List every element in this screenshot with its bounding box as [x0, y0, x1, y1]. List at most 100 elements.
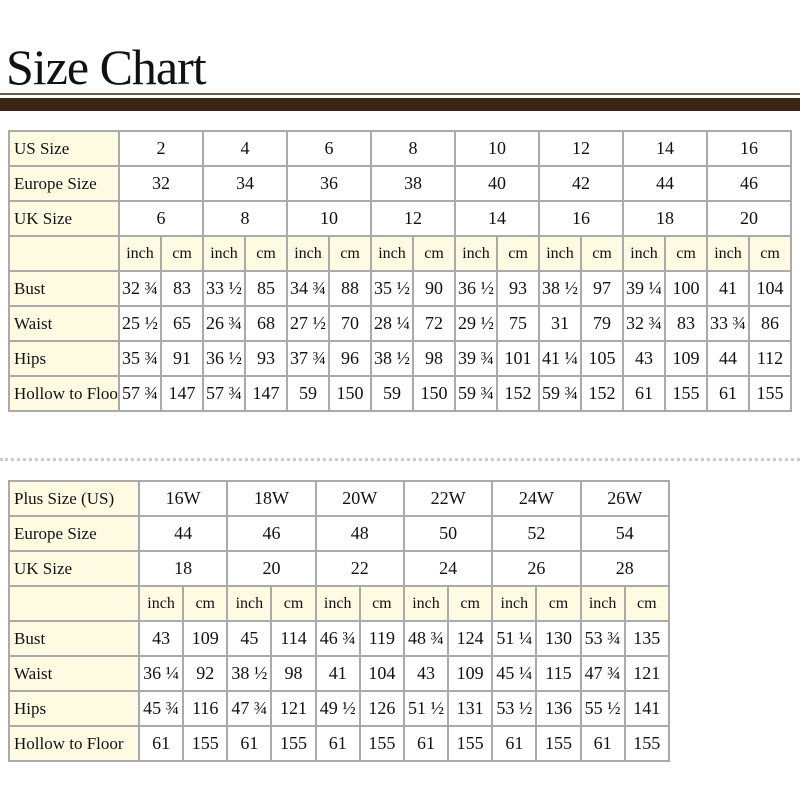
size-table: US Size 2 4 6 8 10 12 14 16 Europe Size 32 34 36 38 40…: [8, 130, 792, 412]
unit-cell: inch: [118, 235, 162, 272]
table-cell: 10: [454, 130, 540, 167]
table-cell: 147: [244, 375, 288, 412]
table-cell: 18: [137, 550, 229, 587]
table-cell: 12: [538, 130, 624, 167]
table-cell: 57 ¾: [118, 375, 162, 412]
unit-cell: inch: [286, 235, 330, 272]
table-cell: 59: [370, 375, 414, 412]
table-cell: 14: [454, 200, 540, 237]
table-cell: 155: [664, 375, 708, 412]
table-cell: 150: [412, 375, 456, 412]
table-cell: 101: [496, 340, 540, 377]
table-cell: 124: [447, 620, 494, 657]
table-cell: 155: [270, 725, 317, 762]
table-cell: 59 ¾: [538, 375, 582, 412]
table-cell: 93: [244, 340, 288, 377]
unit-cell: cm: [664, 235, 708, 272]
table-cell: 61: [579, 725, 626, 762]
table-cell: 96: [328, 340, 372, 377]
table-cell: 100: [664, 270, 708, 307]
unit-cell: cm: [160, 235, 204, 272]
unit-cell: cm: [748, 235, 792, 272]
table-cell: 59: [286, 375, 330, 412]
table-cell: 141: [623, 690, 670, 727]
table-cell: 155: [535, 725, 582, 762]
table-cell: 35 ¾: [118, 340, 162, 377]
table-cell: 85: [244, 270, 288, 307]
table-cell: 44: [622, 165, 708, 202]
table-row: Hollow to Floor 57 ¾ 147 57 ¾ 147 59 150 59 150 5…: [8, 375, 792, 412]
table-cell: 119: [358, 620, 405, 657]
table-cell: 51 ½: [402, 690, 450, 727]
table-cell: 24: [402, 550, 494, 587]
table-cell: 83: [160, 270, 204, 307]
table-cell: 33 ¾: [706, 305, 750, 342]
table-cell: 16W: [137, 480, 229, 517]
table-cell: 22W: [402, 480, 494, 517]
table-cell: 18W: [226, 480, 317, 517]
table-cell: 43: [622, 340, 666, 377]
table-cell: 24W: [491, 480, 582, 517]
table-cell: 61: [226, 725, 273, 762]
table-cell: 38 ½: [370, 340, 414, 377]
table-cell: 25 ½: [118, 305, 162, 342]
row-label: Waist: [8, 655, 140, 692]
table-cell: 33 ½: [202, 270, 246, 307]
table-cell: 36 ¼: [137, 655, 185, 692]
table-cell: 44: [137, 515, 229, 552]
table-cell: 35 ½: [370, 270, 414, 307]
table-cell: 37 ¾: [286, 340, 330, 377]
table-cell: 70: [328, 305, 372, 342]
unit-cell: inch: [706, 235, 750, 272]
table-cell: 2: [118, 130, 204, 167]
table-cell: 48: [314, 515, 405, 552]
unit-cell: inch: [538, 235, 582, 272]
table-row: Bust 32 ¾ 83 33 ½ 85 34 ¾ 88 35 ½ 90 36 ½ 93 38 ½ 97…: [8, 270, 792, 307]
table-cell: 88: [328, 270, 372, 307]
table-row: UK Size 6 8 10 12 14 16 18 20: [8, 200, 792, 237]
table-row: Europe Size 32 34 36 38 40 42 44 46: [8, 165, 792, 202]
table-cell: 44: [706, 340, 750, 377]
row-label: [8, 235, 120, 272]
table-cell: 68: [244, 305, 288, 342]
table-cell: 131: [447, 690, 494, 727]
table-cell: 72: [412, 305, 456, 342]
table-cell: 38 ½: [226, 655, 273, 692]
table-cell: 38: [370, 165, 456, 202]
table-cell: 31: [538, 305, 582, 342]
table-row: UK Size 18 20 22 24 26 28: [8, 550, 670, 587]
table-row: inch cm inch cm inch cm inch cm inch cm inch cm: [8, 585, 670, 622]
table-cell: 32: [118, 165, 204, 202]
unit-cell: inch: [202, 235, 246, 272]
table-cell: 93: [496, 270, 540, 307]
table-cell: 109: [447, 655, 494, 692]
table-cell: 90: [412, 270, 456, 307]
table-cell: 114: [270, 620, 317, 657]
table-cell: 53 ½: [491, 690, 538, 727]
table-cell: 104: [358, 655, 405, 692]
row-label: Europe Size: [8, 515, 140, 552]
table-cell: 20: [706, 200, 792, 237]
row-label: [8, 585, 140, 622]
table-cell: 36 ½: [454, 270, 498, 307]
row-label: Waist: [8, 305, 120, 342]
table-cell: 53 ¾: [579, 620, 626, 657]
unit-cell: cm: [244, 235, 288, 272]
table-cell: 116: [182, 690, 229, 727]
table-cell: 61: [706, 375, 750, 412]
table-cell: 155: [623, 725, 670, 762]
table-cell: 52: [491, 515, 582, 552]
unit-cell: inch: [226, 585, 273, 622]
table-cell: 130: [535, 620, 582, 657]
table-cell: 39 ¼: [622, 270, 666, 307]
table-cell: 59 ¾: [454, 375, 498, 412]
table-cell: 22: [314, 550, 405, 587]
table-row: US Size 2 4 6 8 10 12 14 16: [8, 130, 792, 167]
table-cell: 155: [748, 375, 792, 412]
table-cell: 39 ¾: [454, 340, 498, 377]
table-cell: 91: [160, 340, 204, 377]
unit-cell: cm: [447, 585, 494, 622]
table-cell: 18: [622, 200, 708, 237]
table-cell: 41 ¼: [538, 340, 582, 377]
table-cell: 98: [412, 340, 456, 377]
